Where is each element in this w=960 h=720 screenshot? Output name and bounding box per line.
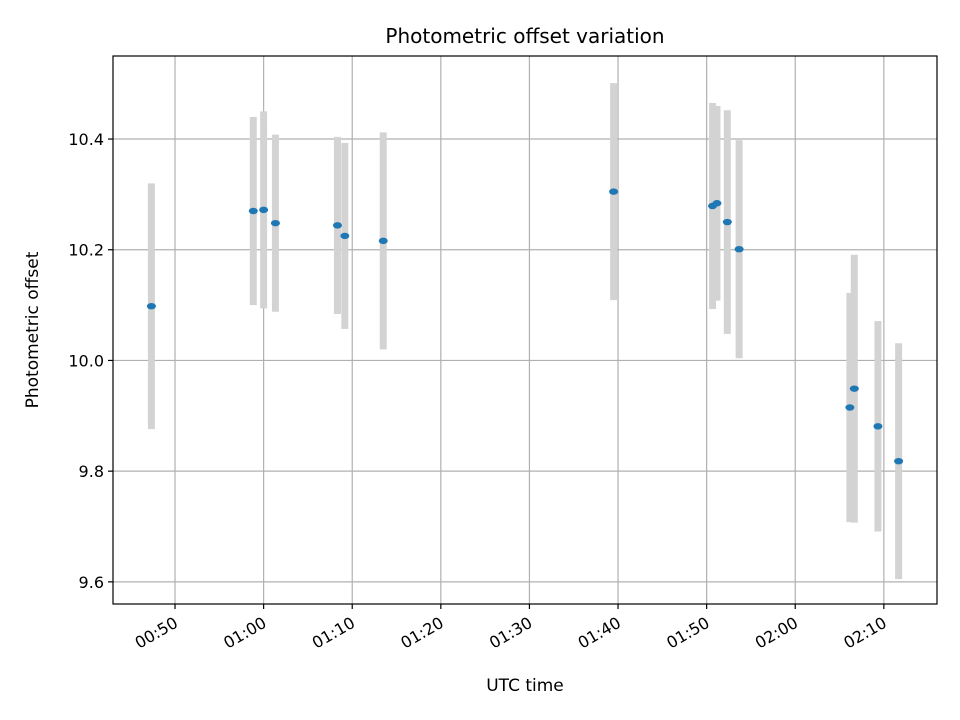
y-tick-label: 10.4	[68, 130, 104, 149]
x-tick-label: 02:10	[840, 613, 889, 653]
y-tick-label: 10.0	[68, 351, 104, 370]
data-markers	[146, 188, 904, 465]
data-point	[332, 222, 342, 229]
x-tick-label: 02:00	[752, 613, 801, 653]
data-point	[873, 423, 883, 430]
data-point	[378, 237, 388, 245]
data-point	[849, 385, 859, 392]
plot-frame	[112, 55, 938, 605]
x-tick-label: 01:10	[309, 613, 358, 653]
data-point	[894, 457, 904, 465]
data-point	[146, 302, 156, 310]
data-point	[722, 218, 732, 226]
chart-title: Photometric offset variation	[385, 24, 664, 48]
data-point	[270, 219, 280, 227]
x-axis-label: UTC time	[486, 676, 564, 696]
plot-background	[113, 56, 937, 604]
data-point	[340, 232, 350, 240]
x-tick-label: 01:40	[575, 613, 624, 653]
data-point	[734, 245, 744, 253]
x-tick-label: 00:50	[132, 613, 181, 653]
data-point	[712, 200, 722, 207]
y-axis-label: Photometric offset	[23, 251, 43, 408]
x-tick-label: 01:50	[663, 613, 712, 653]
data-point	[248, 207, 258, 215]
y-tick-label: 10.2	[68, 241, 104, 260]
data-point	[259, 206, 269, 214]
y-tick-label: 9.6	[79, 573, 104, 592]
x-tick-label: 01:00	[220, 613, 269, 653]
y-tick-label: 9.8	[79, 462, 104, 481]
x-tick-label: 01:30	[486, 613, 535, 653]
data-point	[609, 188, 619, 195]
grid	[113, 56, 937, 604]
data-point	[845, 404, 855, 411]
x-tick-label: 01:20	[397, 613, 446, 653]
